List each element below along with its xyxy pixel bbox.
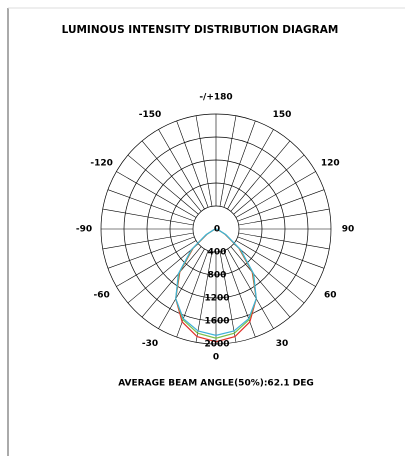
r-tick-label: 400 xyxy=(208,248,227,258)
r-tick-label: 0 xyxy=(214,225,220,235)
angle-tick-label: 120 xyxy=(321,159,340,169)
intensity-curve xyxy=(175,228,257,336)
grid-ring xyxy=(123,136,309,322)
r-tick-label: 1200 xyxy=(204,294,229,304)
angle-tick-label: -90 xyxy=(76,225,92,235)
footer: AVERAGE BEAM ANGLE(50%):62.1 DEG xyxy=(118,379,314,389)
angle-tick-label: 0 xyxy=(213,353,219,363)
grid-ring xyxy=(146,159,286,299)
angle-tick-label: -120 xyxy=(90,159,113,169)
grid-ring xyxy=(192,205,240,253)
angle-tick-label: 150 xyxy=(273,110,292,120)
chart-title: LUMINOUS INTENSITY DISTRIBUTION DIAGRAM xyxy=(62,24,339,36)
angle-tick-label: -/+180 xyxy=(199,93,232,103)
angle-tick-label: 60 xyxy=(324,291,337,301)
angle-tick-label: 30 xyxy=(276,339,289,349)
r-tick-label: 1600 xyxy=(204,317,229,327)
grid-ring xyxy=(100,113,332,345)
angle-tick-label: -150 xyxy=(139,110,162,120)
angle-tick-label: -30 xyxy=(142,339,158,349)
angle-tick-label: -60 xyxy=(94,291,110,301)
r-tick-label: 2000 xyxy=(204,340,229,350)
grid-ring xyxy=(169,182,263,276)
r-tick-label: 800 xyxy=(208,271,227,281)
angle-tick-label: 90 xyxy=(342,225,355,235)
